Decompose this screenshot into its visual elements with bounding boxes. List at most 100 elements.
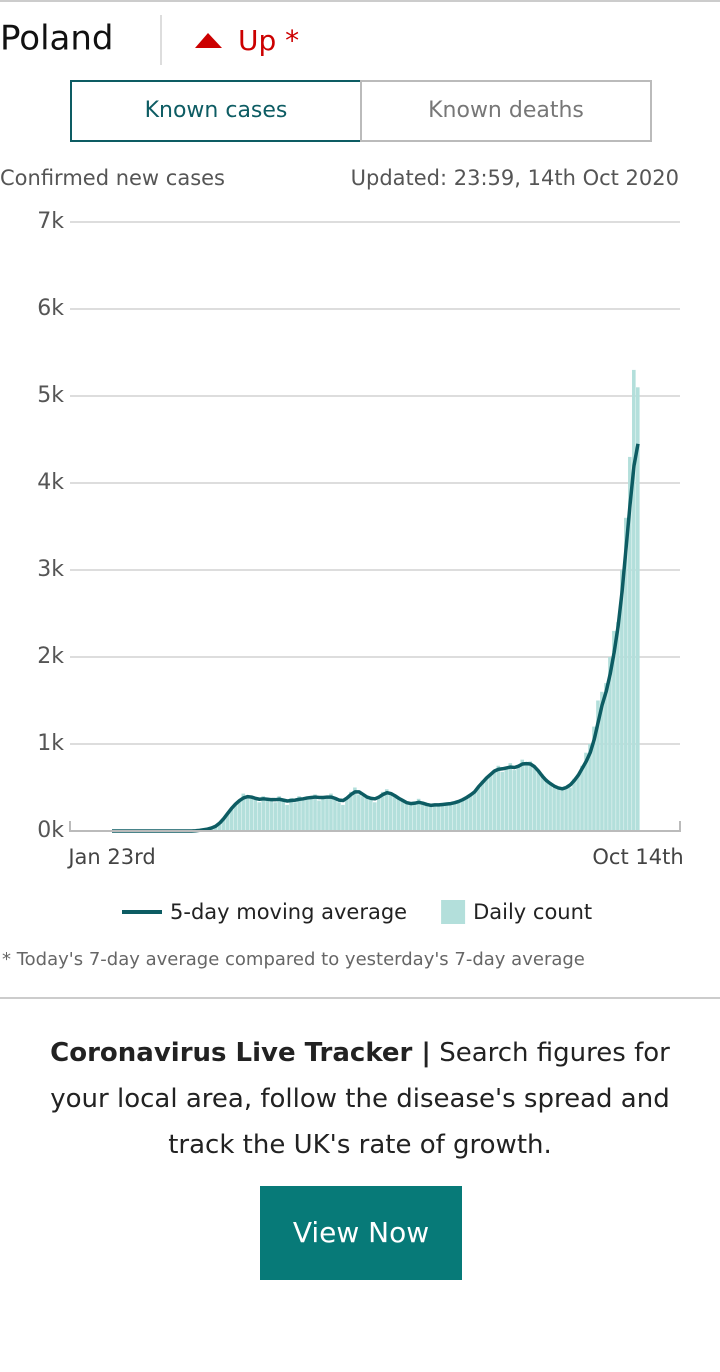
bar: [584, 752, 588, 831]
bar: [472, 791, 477, 831]
bar: [588, 744, 592, 831]
bar: [380, 791, 385, 831]
bar: [361, 796, 365, 831]
bar: [460, 799, 465, 831]
bar: [524, 764, 529, 831]
bar: [273, 802, 277, 831]
bar: [349, 791, 353, 831]
bar: [245, 797, 250, 831]
tab[interactable]: [360, 80, 652, 142]
x-tick-label: Jan 23rd: [66, 845, 155, 869]
bar: [492, 770, 497, 831]
bar: [412, 802, 417, 831]
bar: [532, 765, 536, 831]
bar: [317, 800, 321, 831]
bar: [237, 800, 242, 831]
bar: [580, 765, 584, 831]
bar: [369, 798, 373, 831]
bar: [277, 796, 281, 831]
x-tick-label: Oct 14th: [592, 845, 683, 869]
plot: 0k 1k 2k 3k 4k 5k 6k 7k Jan 23rd Oct 14th 5-day mo…: [37, 209, 684, 924]
y-tick-label: 5k: [37, 383, 64, 408]
bar: [444, 803, 449, 831]
bar: [568, 787, 572, 831]
bar: [392, 796, 397, 831]
bar: [365, 797, 369, 831]
bar: [552, 787, 556, 831]
bar: [620, 570, 624, 831]
promo-title: Coronavirus Live Tracker |: [50, 1038, 431, 1068]
bar: [632, 369, 636, 831]
bar: [576, 774, 580, 831]
legend-label: Daily count: [473, 900, 592, 924]
bar: [456, 802, 461, 831]
bar: [616, 622, 620, 831]
bar: [337, 802, 341, 831]
promo-text: Search figures for your local area, foll…: [50, 1038, 670, 1160]
bar: [548, 782, 552, 831]
bar: [420, 803, 425, 831]
bar: [281, 800, 285, 831]
tab-active[interactable]: [70, 80, 362, 142]
bar: [592, 726, 596, 831]
trend: Up *: [238, 24, 299, 57]
legend-label: 5-day moving average: [170, 900, 407, 924]
bar: [404, 802, 409, 831]
bar: [373, 802, 377, 831]
bar: [217, 824, 222, 831]
bar: [297, 796, 301, 831]
tab-label[interactable]: Known cases: [145, 98, 288, 123]
bar: [241, 793, 246, 831]
bar: [464, 796, 469, 831]
y-tick-label: 3k: [37, 557, 64, 582]
bar: [484, 778, 489, 831]
bar: [488, 774, 493, 831]
bar: [265, 800, 270, 831]
bar: [596, 700, 600, 831]
bar: [285, 804, 289, 831]
bar: [233, 804, 238, 831]
bar: [512, 770, 517, 831]
bar: [229, 809, 234, 831]
bar: [305, 797, 309, 831]
bar: [257, 802, 262, 831]
bar: [448, 804, 453, 831]
bar: [556, 787, 560, 831]
bar: [436, 804, 441, 831]
view-button[interactable]: View Now: [260, 1186, 462, 1280]
bar: [572, 778, 576, 831]
bar: [468, 794, 473, 831]
bar: [536, 770, 540, 831]
bar: [384, 789, 389, 831]
legend-swatch: [441, 900, 466, 924]
y-tick-label: 4k: [37, 470, 64, 495]
bar: [424, 804, 429, 831]
bar: [301, 800, 305, 831]
bar: [520, 759, 525, 831]
bar: [624, 517, 628, 831]
bar: [600, 691, 604, 831]
bar: [540, 774, 544, 831]
bar: [249, 796, 254, 831]
bar: [269, 797, 273, 831]
bar: [325, 797, 329, 831]
bar: [428, 805, 433, 831]
line: [112, 443, 640, 833]
bar: [376, 796, 381, 831]
bar: [225, 813, 230, 831]
bar: [353, 787, 357, 831]
bar: [560, 790, 564, 831]
y-tick-label: 0k: [37, 818, 64, 843]
y-tick-label: 7k: [37, 209, 64, 234]
bar: [329, 793, 333, 831]
bar: [396, 797, 401, 831]
updated: Updated: 23:59, 14th Oct 2020: [351, 166, 679, 190]
bar: [293, 802, 297, 831]
tab-label[interactable]: Known deaths: [428, 98, 584, 123]
bar: [313, 794, 317, 831]
footnote: * Today's 7-day average compared to yest…: [2, 949, 585, 970]
bar: [309, 798, 313, 831]
subtitle: Confirmed new cases: [0, 166, 225, 190]
bar: [345, 797, 349, 831]
